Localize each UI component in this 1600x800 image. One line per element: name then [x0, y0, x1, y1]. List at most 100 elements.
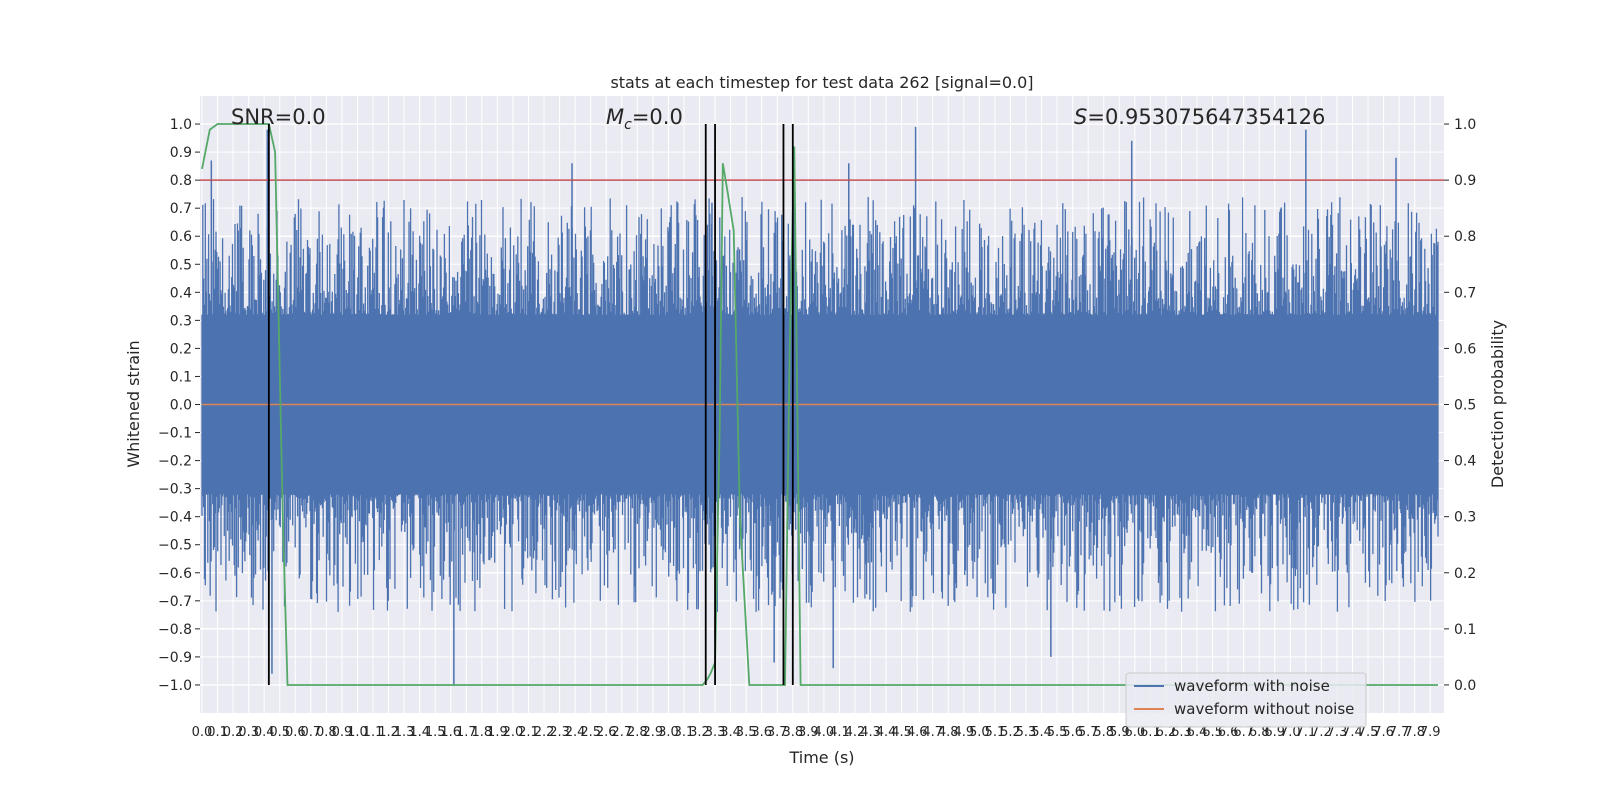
- x-tick-label: 3.5: [736, 725, 757, 740]
- x-tick-label: 5.1: [985, 725, 1006, 740]
- y-tick-label: −0.2: [158, 454, 192, 470]
- overlay-lines: [200, 123, 1444, 686]
- x-tick-label: 6.4: [1187, 725, 1208, 740]
- x-tick-label: 0.9: [332, 725, 353, 740]
- x-tick-label: 2.9: [643, 725, 664, 740]
- x-tick-label: 2.5: [580, 725, 601, 740]
- y-tick-label: −0.7: [158, 594, 192, 610]
- score-annotation: S=0.953075647354126: [1074, 105, 1325, 129]
- x-tick-label: 6.3: [1171, 725, 1192, 740]
- y-tick-label: −0.5: [158, 538, 192, 554]
- y-tick-label: 1.0: [170, 117, 192, 133]
- y2-tick-label: 0.6: [1454, 341, 1476, 357]
- y2-tick-label: 1.0: [1454, 117, 1476, 133]
- y2-tick-label: 0.4: [1454, 454, 1476, 470]
- x-tick-label: 7.4: [1342, 725, 1363, 740]
- legend-box: [1125, 672, 1367, 728]
- x-tick-label: 3.9: [798, 725, 819, 740]
- y-tick-label: 0.4: [170, 285, 192, 301]
- legend: waveform with noise waveform without noi…: [1125, 672, 1367, 728]
- x-tick-label: 2.8: [627, 725, 648, 740]
- x-tick-label: 4.7: [922, 725, 943, 740]
- y-tick-label: 0.2: [170, 341, 192, 357]
- y-tick-label: 0.6: [170, 229, 192, 245]
- x-tick-label: 0.7: [300, 725, 321, 740]
- x-tick-label: 0.5: [269, 725, 290, 740]
- x-tick-label: 2.1: [518, 725, 539, 740]
- x-tick-label: 1.0: [347, 725, 368, 740]
- x-tick-label: 4.8: [938, 725, 959, 740]
- x-tick-label: 4.5: [891, 725, 912, 740]
- x-tick-label: 1.8: [472, 725, 493, 740]
- x-tick-label: 3.0: [658, 725, 679, 740]
- y2-tick-label: 0.2: [1454, 566, 1476, 582]
- x-tick-label: 5.8: [1093, 725, 1114, 740]
- x-tick-label: 3.6: [751, 725, 772, 740]
- y-tick-label: −0.4: [158, 510, 192, 526]
- x-tick-label: 6.8: [1249, 725, 1270, 740]
- x-tick-label: 6.6: [1218, 725, 1239, 740]
- x-tick-label: 4.3: [860, 725, 881, 740]
- x-tick-label: 5.4: [1031, 725, 1052, 740]
- x-tick-label: 1.5: [425, 725, 446, 740]
- x-tick-label: 5.0: [969, 725, 990, 740]
- x-tick-label: 0.6: [285, 725, 306, 740]
- snr-annotation: SNR=0.0: [231, 105, 326, 129]
- y2-tick-label: 0.8: [1454, 229, 1476, 245]
- y-tick-label: 0.9: [170, 145, 192, 161]
- y-tick-label: −0.1: [158, 426, 192, 442]
- y-tick-label: 0.8: [170, 173, 192, 189]
- y2-tick-label: 0.1: [1454, 622, 1476, 638]
- x-tick-label: 4.9: [953, 725, 974, 740]
- y2-axis-label: Detection probability: [1488, 320, 1507, 488]
- x-tick-label: 3.1: [674, 725, 695, 740]
- x-tick-label: 1.1: [363, 725, 384, 740]
- y-tick-label: 0.3: [170, 313, 192, 329]
- left-y-ticks: −1.0 −0.9 −0.8 −0.7 −0.6 −0.5 −0.4 −0.3 −0.2 −0.1…: [158, 117, 200, 694]
- x-tick-label: 7.1: [1296, 725, 1317, 740]
- legend-label-waveform-without-noise: waveform without noise: [1174, 700, 1354, 718]
- x-tick-label: 6.7: [1233, 725, 1254, 740]
- y-tick-label: 0.0: [170, 398, 192, 414]
- x-tick-label: 7.7: [1389, 725, 1410, 740]
- y-tick-label: −0.6: [158, 566, 192, 582]
- x-tick-label: 4.4: [876, 725, 897, 740]
- y2-tick-label: 0.3: [1454, 510, 1476, 526]
- y2-tick-label: 0.5: [1454, 398, 1476, 414]
- chart-title: stats at each timestep for test data 262…: [610, 73, 1033, 92]
- x-tick-label: 3.2: [689, 725, 710, 740]
- y-tick-label: −0.9: [158, 650, 192, 666]
- x-tick-label: 0.8: [316, 725, 337, 740]
- y2-tick-label: 0.0: [1454, 678, 1476, 694]
- x-tick-label: 5.2: [1000, 725, 1021, 740]
- y-tick-label: −0.3: [158, 482, 192, 498]
- x-tick-label: 0.2: [223, 725, 244, 740]
- x-tick-label: 7.0: [1280, 725, 1301, 740]
- y-tick-label: −0.8: [158, 622, 192, 638]
- x-tick-label: 0.4: [254, 725, 275, 740]
- x-tick-label: 3.4: [720, 725, 741, 740]
- x-tick-label: 3.8: [782, 725, 803, 740]
- y-tick-label: 0.5: [170, 257, 192, 273]
- x-tick-label: 0.1: [207, 725, 228, 740]
- legend-label-waveform-with-noise: waveform with noise: [1174, 677, 1330, 695]
- y2-tick-label: 0.9: [1454, 173, 1476, 189]
- x-tick-label: 1.3: [394, 725, 415, 740]
- x-tick-label: 0.0: [192, 725, 213, 740]
- x-tick-label: 1.9: [487, 725, 508, 740]
- y-tick-label: −1.0: [158, 678, 192, 694]
- x-tick-label: 1.6: [440, 725, 461, 740]
- x-tick-label: 6.0: [1124, 725, 1145, 740]
- x-tick-label: 6.1: [1140, 725, 1161, 740]
- x-tick-label: 2.7: [611, 725, 632, 740]
- x-tick-label: 5.7: [1078, 725, 1099, 740]
- y2-tick-label: 0.7: [1454, 285, 1476, 301]
- x-tick-label: 7.8: [1404, 725, 1425, 740]
- x-ticks: 0.00.10.20.30.40.50.60.70.80.91.01.11.21…: [192, 725, 1441, 740]
- x-tick-label: 4.6: [907, 725, 928, 740]
- x-tick-label: 2.0: [503, 725, 524, 740]
- x-tick-label: 1.2: [378, 725, 399, 740]
- x-tick-label: 1.4: [409, 725, 430, 740]
- x-tick-label: 6.2: [1156, 725, 1177, 740]
- x-tick-label: 7.6: [1373, 725, 1394, 740]
